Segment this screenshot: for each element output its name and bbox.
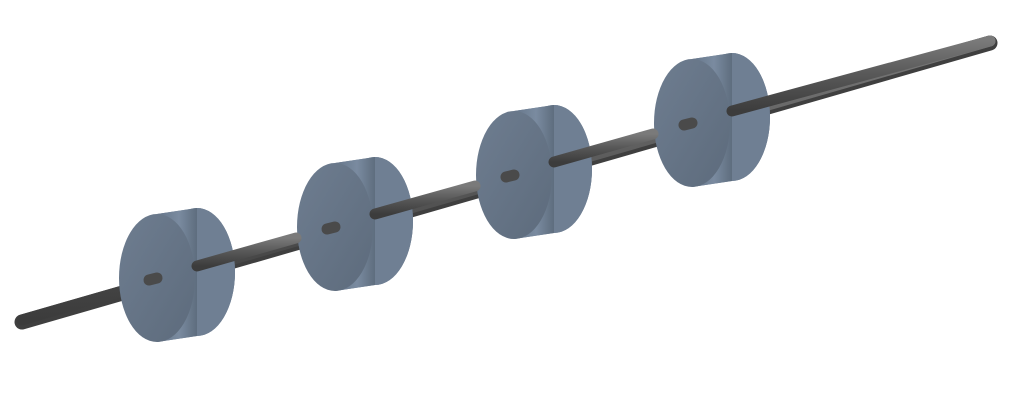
disks (119, 35, 996, 342)
disk-2 (297, 157, 413, 291)
disk-3 (476, 105, 592, 239)
disk-4 (654, 53, 770, 187)
shaft-stub (321, 221, 341, 235)
shaft-segments-front (191, 35, 996, 272)
shaft-stub (143, 272, 163, 286)
shaft-stub (500, 169, 520, 183)
disk-1 (119, 208, 235, 342)
shaft-stub (678, 117, 698, 131)
